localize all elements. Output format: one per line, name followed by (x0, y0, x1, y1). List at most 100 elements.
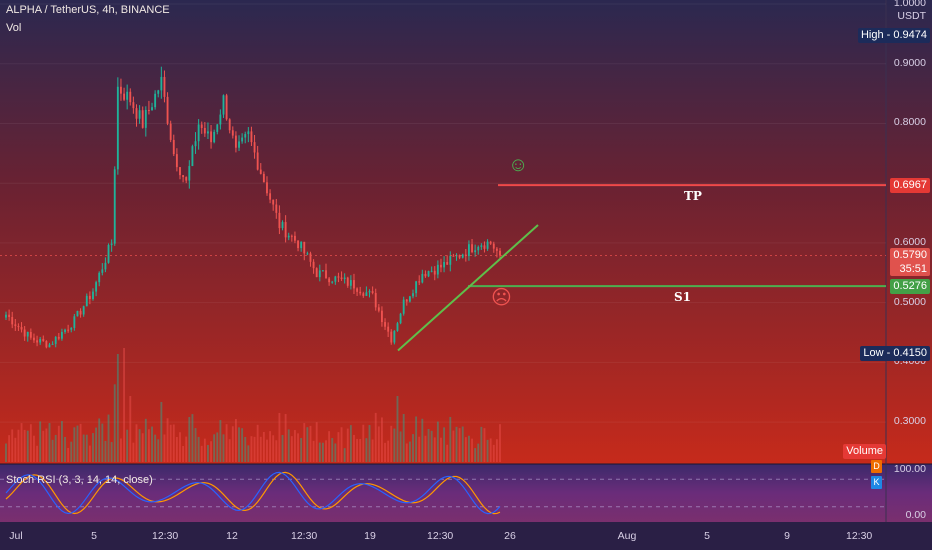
volume-bar (306, 427, 309, 462)
price-tick-label: 0.6000 (893, 235, 926, 248)
candle-body (303, 241, 306, 254)
volume-bar (207, 445, 209, 462)
candle-body (362, 293, 365, 296)
volume-bar (45, 428, 48, 462)
volume-bar (54, 434, 57, 462)
candle-body (387, 326, 390, 332)
candle-body (492, 243, 495, 249)
volume-bar (284, 414, 287, 462)
volume-bar (300, 438, 303, 462)
volume-bar (88, 445, 91, 462)
candle-body (359, 291, 362, 294)
volume-bar (244, 436, 247, 462)
volume-bar (60, 421, 63, 462)
candle-body (297, 240, 299, 249)
volume-bar (412, 434, 414, 462)
candle-body (88, 295, 91, 300)
volume-bar (17, 429, 20, 462)
frown-icon[interactable]: ☹ (491, 287, 512, 310)
stoch-rsi-lines (0, 471, 886, 515)
candle-body (321, 270, 324, 272)
volume-bar (346, 428, 349, 462)
candle-body (306, 253, 309, 255)
candle-body (144, 109, 147, 128)
candle-body (11, 316, 14, 325)
volume-bar (374, 412, 377, 462)
volume-bar (446, 444, 449, 462)
volume-bar (436, 421, 439, 462)
volume-bar (477, 443, 480, 462)
volume-bar (377, 426, 380, 462)
time-tick-label: 26 (504, 530, 516, 542)
candle-body (337, 276, 340, 278)
candle-body (449, 255, 452, 265)
candle-body (110, 243, 113, 245)
volume-bar (452, 430, 455, 462)
volume-bar (113, 384, 116, 462)
candle-body (244, 134, 247, 138)
volume-bar (225, 424, 228, 462)
candle-body (48, 344, 51, 348)
candle-body (33, 337, 35, 341)
volume-bar (5, 443, 7, 462)
volume-bar (393, 428, 396, 462)
candle-body (499, 250, 501, 256)
symbol-legend[interactable]: ALPHA / TetherUS, 4h, BINANCE (6, 4, 170, 16)
candle-body (157, 90, 160, 94)
candle-body (390, 331, 393, 343)
candle-body (421, 273, 424, 283)
candle-body (356, 288, 359, 292)
volume-bar (185, 436, 188, 462)
candle-body (238, 141, 240, 148)
candle-body (29, 331, 32, 338)
candle-body (408, 296, 411, 302)
candle-body (424, 273, 427, 277)
price-tick-label: 0.3000 (893, 415, 926, 428)
stoch-legend[interactable]: Stoch RSI (3, 3, 14, 14, close) (6, 474, 153, 486)
volume-bar (219, 420, 222, 462)
candle-body (54, 336, 57, 344)
volume-bar (157, 439, 160, 462)
s1-label[interactable]: S1 (674, 290, 692, 305)
candle-body (57, 336, 60, 339)
volume-bar (266, 439, 268, 462)
volume-bar (238, 427, 240, 462)
volume-bar (272, 435, 275, 462)
candle-body (76, 310, 79, 317)
stoch-tick-label: 0.00 (905, 509, 926, 521)
candle-body (343, 277, 346, 279)
candle-body (346, 277, 349, 286)
volume-bar (95, 427, 98, 462)
stoch-k-line (5, 471, 501, 515)
time-tick-label: 5 (704, 530, 710, 542)
candle-body (418, 281, 421, 283)
volume-bar (147, 429, 150, 462)
volume-bar (328, 431, 331, 462)
candle-body (194, 141, 197, 147)
volume-bar (402, 414, 405, 462)
volume-bar (241, 428, 244, 462)
tp-label[interactable]: TP (684, 189, 702, 204)
volume-bar (353, 434, 355, 462)
time-tick-label: 9 (784, 530, 790, 542)
candle-body (290, 235, 293, 237)
candle-body (436, 264, 439, 275)
volume-bar (154, 434, 157, 462)
volume-bar (144, 418, 147, 462)
candle-body (17, 326, 20, 328)
volume-legend[interactable]: Vol (6, 22, 22, 34)
candle-body (123, 93, 125, 100)
volume-bar (499, 424, 501, 462)
volume-bar (39, 421, 42, 462)
volume-bar (210, 441, 212, 462)
volume-bar (92, 433, 94, 462)
price-tick-label: 1.0000 (893, 0, 926, 9)
volume-bar (340, 427, 343, 462)
volume-bar (182, 445, 185, 462)
candle-body (415, 281, 418, 294)
candle-body (340, 277, 343, 279)
candle-body (365, 292, 368, 296)
volume-bar (48, 423, 51, 462)
smile-icon[interactable]: ☺ (508, 154, 529, 177)
